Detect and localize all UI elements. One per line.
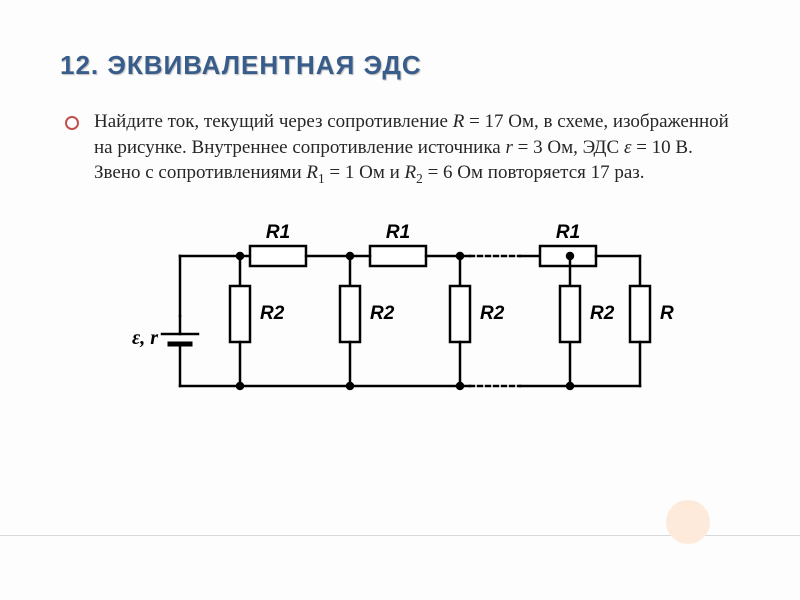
t1: Найдите ток, текущий через сопротивление [94, 111, 453, 132]
slide-title: 12. ЭКВИВАЛЕНТНАЯ ЭДС [60, 50, 740, 81]
t5: = 1 Ом и [325, 162, 405, 183]
t6: = 6 Ом повторяется 17 раз. [423, 162, 645, 183]
sym-R: R [453, 111, 465, 132]
circuit-diagram: R1 R1 R1 R2 R2 R2 R2 R ε, r [60, 216, 740, 416]
sub-R1: 1 [318, 171, 325, 186]
sym-R2: R [405, 162, 417, 183]
label-R1-3: R1 [556, 222, 580, 243]
label-R2-3: R2 [480, 303, 505, 324]
sub-R2: 2 [416, 171, 423, 186]
corner-decoration [666, 500, 710, 544]
t3: = 3 Ом, ЭДС [513, 137, 624, 158]
bullet-icon [64, 115, 80, 136]
problem-bullet: Найдите ток, текущий через сопротивление… [60, 109, 740, 188]
label-R2-2: R2 [370, 303, 395, 324]
label-R1-1: R1 [266, 222, 290, 243]
label-R: R [660, 303, 674, 324]
sym-R1: R [306, 162, 318, 183]
problem-text: Найдите ток, текущий через сопротивление… [94, 109, 740, 188]
label-R2-1: R2 [260, 303, 285, 324]
label-R2-4: R2 [590, 303, 615, 324]
sym-r: r [505, 137, 512, 158]
label-R1-2: R1 [386, 222, 410, 243]
label-source: ε, r [132, 327, 158, 349]
